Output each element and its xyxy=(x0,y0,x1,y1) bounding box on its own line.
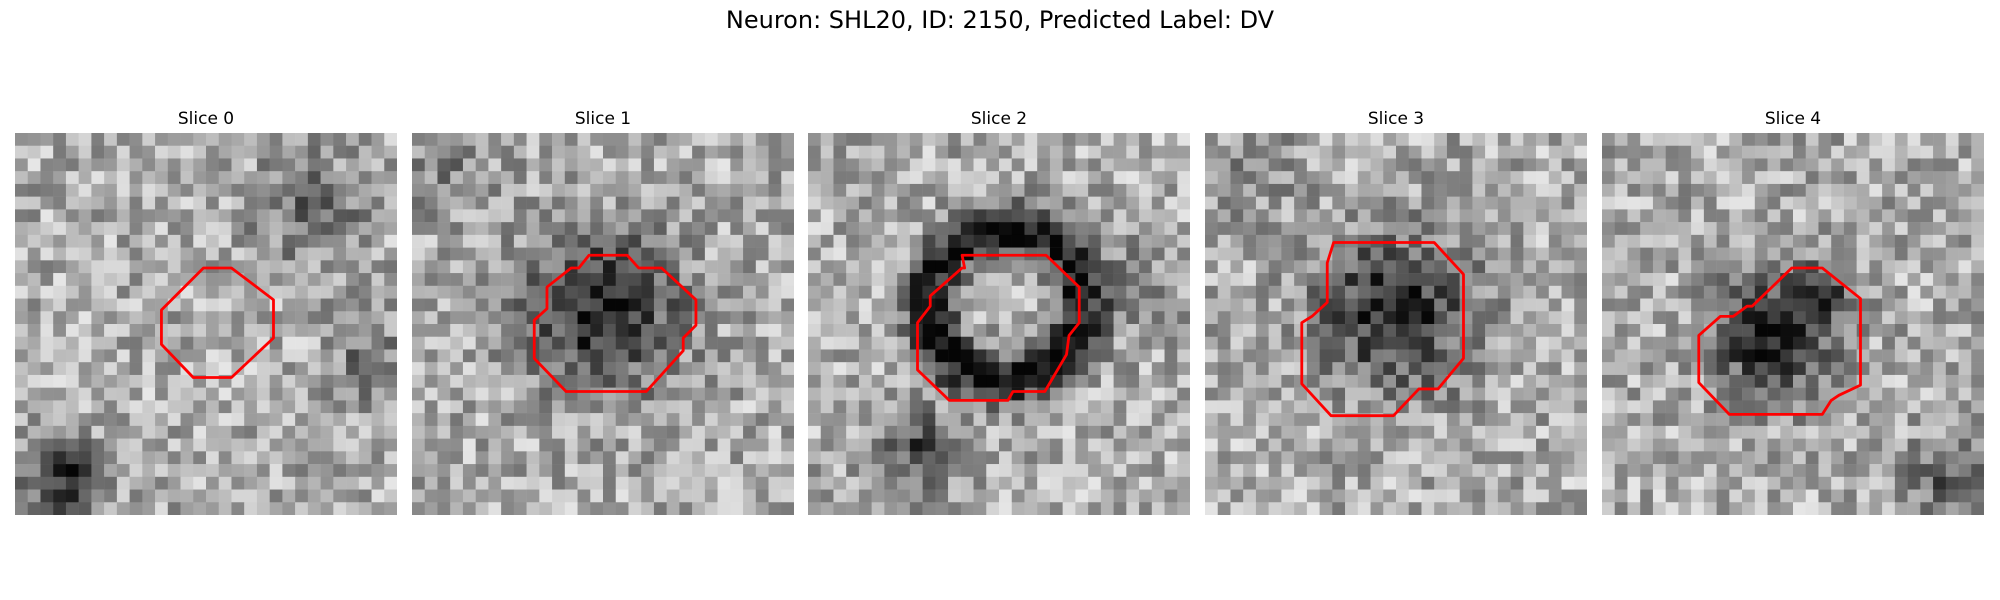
slice-image xyxy=(1602,133,1984,515)
pixel-grid xyxy=(15,133,397,515)
slice-title: Slice 4 xyxy=(1764,109,1822,129)
slice-image xyxy=(1205,133,1587,515)
slice-title: Slice 1 xyxy=(574,109,632,129)
slice-panel-0: Slice 0 xyxy=(15,108,397,515)
slice-panel-2: Slice 2 xyxy=(808,108,1190,515)
roi-contour xyxy=(1697,266,1862,416)
slice-image xyxy=(808,133,1190,515)
roi-contour xyxy=(160,266,275,379)
pixel-grid xyxy=(1602,133,1984,515)
pixel-grid xyxy=(412,133,794,515)
roi-contour xyxy=(1300,241,1465,418)
roi-contour xyxy=(916,253,1081,402)
slice-panel-4: Slice 4 xyxy=(1602,108,1984,515)
slice-image xyxy=(15,133,397,515)
slice-panel-3: Slice 3 xyxy=(1205,108,1587,515)
slice-image xyxy=(412,133,794,515)
slice-panel-1: Slice 1 xyxy=(412,108,794,515)
pixel-grid xyxy=(808,133,1190,515)
figure-title: Neuron: SHL20, ID: 2150, Predicted Label… xyxy=(725,6,1275,34)
roi-contour xyxy=(532,253,698,393)
slice-title: Slice 3 xyxy=(1367,109,1425,129)
pixel-grid xyxy=(1205,133,1587,515)
slice-title: Slice 0 xyxy=(177,109,235,129)
slice-title: Slice 2 xyxy=(970,109,1028,129)
